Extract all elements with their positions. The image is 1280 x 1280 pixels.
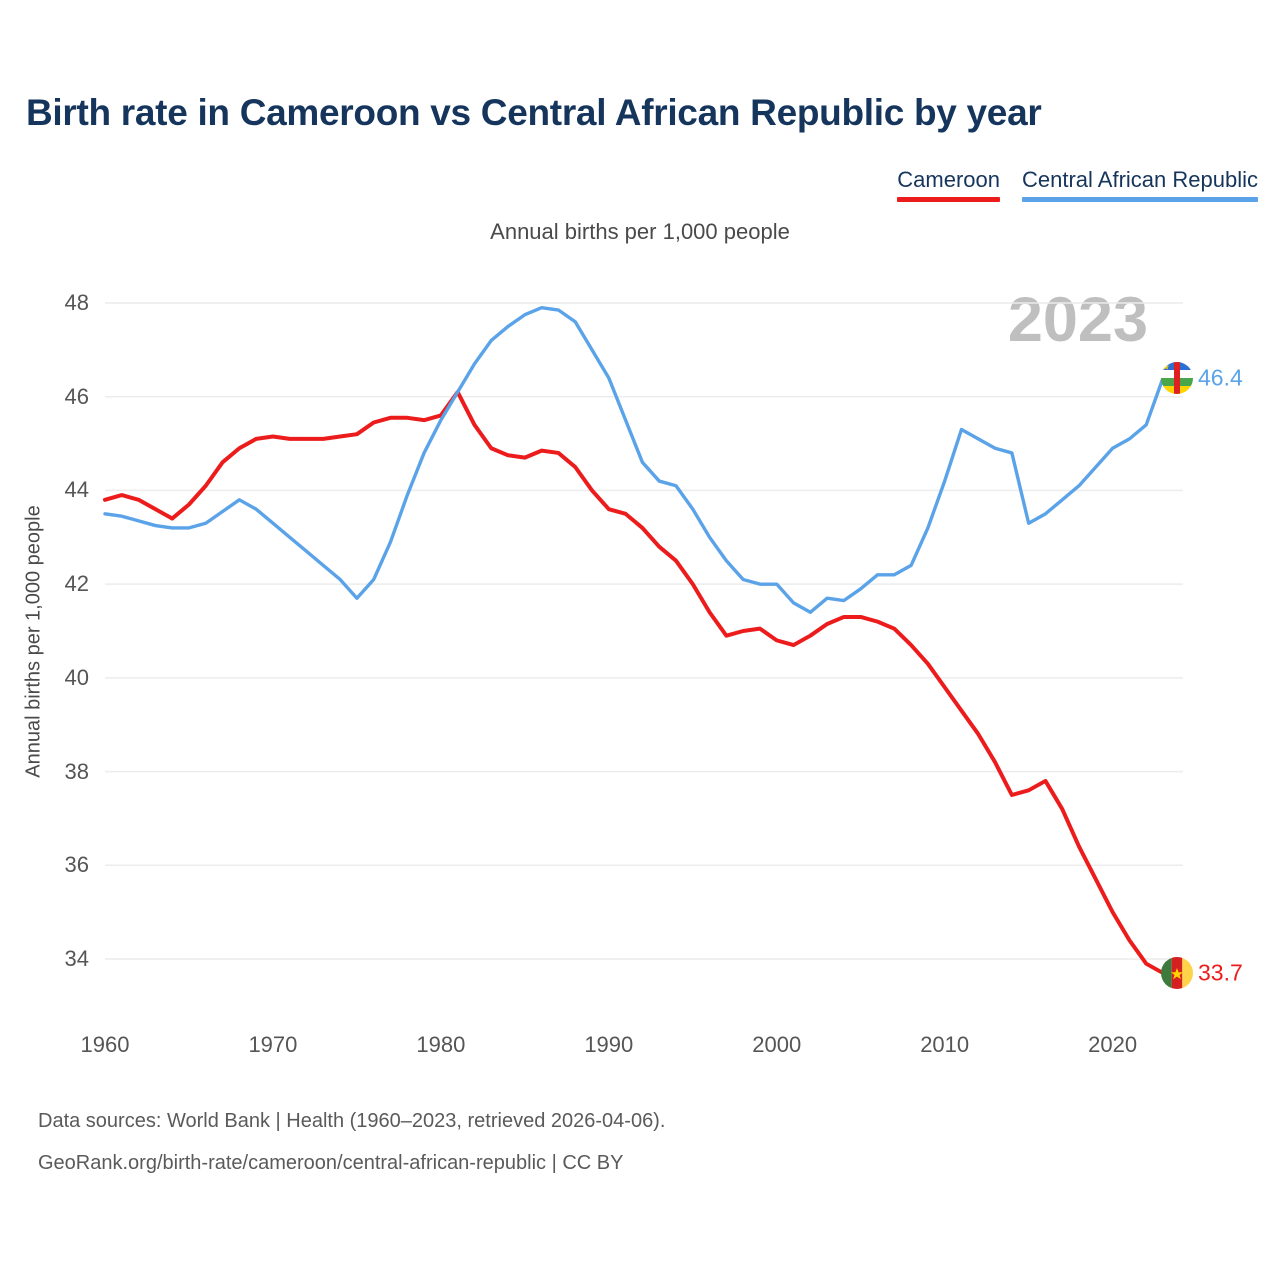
legend-swatch-central-african-republic: [1021, 196, 1258, 202]
central-african-republic-end-value-label: 46.4: [1198, 364, 1243, 391]
y-axis-tick-label: 38: [64, 758, 89, 784]
y-axis-tick-label: 46: [64, 383, 89, 409]
y-axis-tick-label: 40: [64, 664, 89, 690]
legend-item-cameroon[interactable]: Cameroon: [897, 166, 1000, 202]
legend-label-central-african-republic: Central African Republic: [1021, 167, 1258, 192]
legend-item-central-african-republic[interactable]: Central African Republic: [1021, 166, 1258, 202]
x-axis-tick-label: 2010: [920, 1032, 970, 1057]
legend-label-cameroon: Cameroon: [897, 167, 1000, 192]
footer-attribution: GeoRank.org/birth-rate/cameroon/central-…: [38, 1152, 624, 1174]
chart-subtitle: Annual births per 1,000 people: [490, 219, 790, 244]
year-watermark: 2023: [1007, 285, 1148, 355]
y-axis-tick-label: 42: [64, 571, 89, 597]
series-line-cameroon: [103, 390, 1165, 976]
y-axis-tick-label: 44: [64, 477, 89, 503]
chart-legend: Cameroon Central African Republic: [897, 166, 1258, 202]
y-axis-tick-label: 34: [64, 946, 89, 971]
page-title: Birth rate in Cameroon vs Central Africa…: [26, 92, 1042, 133]
series-line-central-african-republic: [103, 305, 1165, 614]
footer-data-sources: Data sources: World Bank | Health (1960–…: [38, 1110, 666, 1132]
cameroon-flag-icon: [1161, 957, 1193, 990]
cameroon-end-value-label: 33.7: [1198, 959, 1243, 986]
y-axis-tick-label: 48: [64, 290, 89, 315]
x-axis-tick-label: 1960: [80, 1032, 130, 1057]
legend-swatch-cameroon: [897, 196, 1000, 202]
x-axis-tick-label: 1990: [584, 1032, 634, 1057]
x-axis-tick-label: 2000: [752, 1032, 802, 1057]
x-axis-tick-label: 2020: [1088, 1032, 1138, 1057]
x-axis-tick-label: 1980: [416, 1032, 466, 1057]
x-axis-tick-label: 1970: [248, 1032, 298, 1057]
y-axis-tick-label: 36: [64, 852, 89, 878]
central-african-republic-flag-icon: [1161, 361, 1193, 394]
